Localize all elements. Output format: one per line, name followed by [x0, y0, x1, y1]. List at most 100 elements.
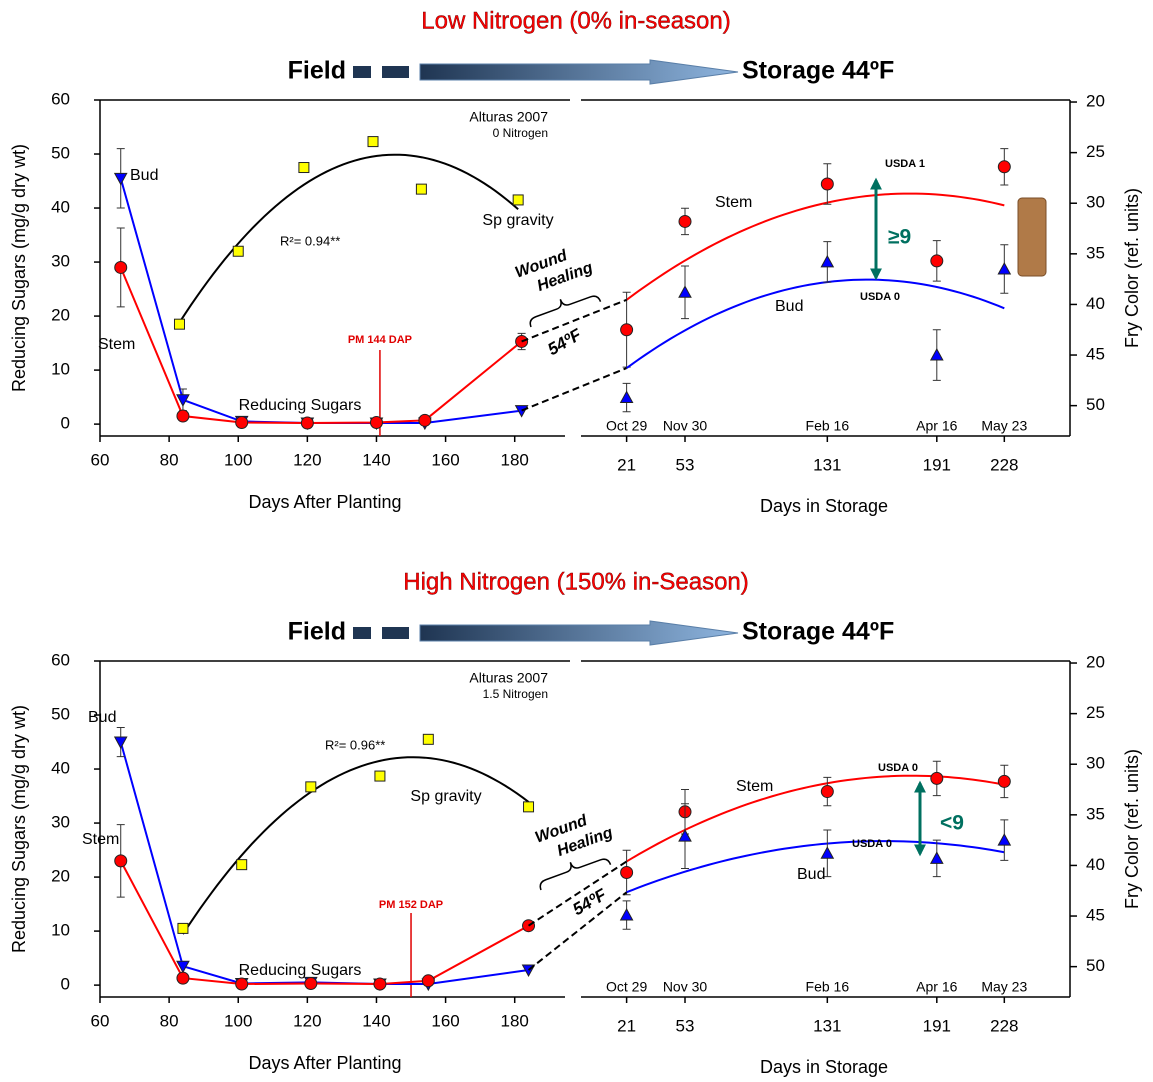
series-label: Stem	[715, 194, 752, 211]
brace	[529, 295, 602, 328]
x-tick-label: 160	[431, 450, 459, 469]
x-tick-label: 60	[91, 1011, 110, 1030]
date-label: May 23	[981, 418, 1027, 434]
field-label: Field	[288, 57, 346, 85]
y-tick-label: 50	[51, 144, 70, 163]
series-line	[119, 741, 529, 986]
x-tick-label: 80	[160, 1011, 179, 1030]
date-label: Apr 16	[916, 979, 957, 995]
brace	[539, 858, 612, 891]
difference-label: <9	[940, 812, 964, 835]
usda-label: USDA 1	[885, 158, 925, 170]
y-tick-label: 0	[61, 975, 70, 994]
date-label: Feb 16	[806, 979, 850, 995]
header-dash	[353, 66, 371, 78]
usda-label: USDA 0	[860, 291, 900, 303]
x-tick-label: 21	[617, 1016, 636, 1035]
data-point	[619, 390, 634, 404]
panel-title: Low Nitrogen (0% in-season)	[421, 7, 730, 34]
x-tick-label: 180	[501, 450, 529, 469]
series-label: Stem	[736, 778, 773, 795]
y-tick-label: 40	[51, 759, 70, 778]
date-label: Feb 16	[806, 418, 850, 434]
x-tick-label: 140	[362, 450, 390, 469]
data-point	[929, 347, 944, 361]
series-label: Sp gravity	[482, 212, 553, 229]
x-tick-label: 200	[570, 450, 598, 469]
temperature-label: 54ºF	[569, 885, 610, 920]
data-point	[820, 846, 835, 859]
x-tick-label: 100	[224, 450, 252, 469]
data-point	[114, 260, 128, 274]
field-label: Field	[288, 618, 346, 646]
curve-label: Reducing Sugars	[239, 397, 362, 414]
x-tick-label: 160	[431, 1011, 459, 1030]
header-dash	[382, 66, 409, 78]
y-tick-label: 60	[51, 89, 70, 108]
y-tick-label: 20	[51, 867, 70, 886]
series-label: Bud	[775, 298, 803, 315]
series-label: Stem	[82, 831, 119, 848]
x-tick-label: 131	[813, 455, 841, 474]
date-label: Nov 30	[663, 418, 708, 434]
x-tick-label: 191	[923, 455, 951, 474]
connector	[521, 367, 627, 412]
y-tick-label: 30	[51, 252, 70, 271]
data-point	[176, 409, 190, 423]
connector	[527, 860, 628, 927]
data-point	[305, 781, 317, 793]
y2-axis-title: Fry Color (ref. units)	[1122, 749, 1142, 909]
x-tick-label: 131	[813, 1016, 841, 1035]
data-point	[678, 214, 692, 228]
data-point	[176, 971, 190, 985]
usda-label: USDA 0	[852, 838, 892, 850]
cultivar-label: Alturas 2007	[469, 670, 548, 686]
y2-tick-label: 30	[1086, 193, 1105, 212]
y2-tick-label: 45	[1086, 345, 1105, 364]
fit-curve	[178, 153, 519, 324]
x-tick-label: 53	[676, 1016, 695, 1035]
treatment-label: 1.5 Nitrogen	[483, 687, 548, 701]
fit-curve	[626, 278, 1005, 369]
data-point	[997, 774, 1011, 788]
data-point	[820, 254, 835, 268]
difference-label: ≥9	[888, 226, 911, 249]
x-tick-label: 120	[293, 450, 321, 469]
data-point	[298, 162, 310, 174]
date-label: Oct 29	[606, 979, 647, 995]
x-axis-title: Days After Planting	[248, 492, 401, 512]
data-point	[997, 160, 1011, 174]
data-point	[997, 261, 1012, 275]
data-point	[678, 829, 692, 842]
x-tick-label: 200	[570, 1011, 598, 1030]
data-point	[300, 416, 314, 430]
y-tick-label: 10	[51, 921, 70, 940]
header-arrow	[419, 59, 739, 85]
temperature-label: 54ºF	[544, 325, 585, 360]
y2-tick-label: 25	[1086, 703, 1105, 722]
y-axis-title: Reducing Sugars (mg/g dry wt)	[9, 705, 29, 953]
series-label: Stem	[98, 336, 135, 353]
data-point	[820, 177, 834, 191]
data-point	[373, 977, 387, 991]
data-point	[620, 323, 634, 337]
data-point	[113, 736, 128, 750]
y2-tick-label: 20	[1086, 653, 1105, 672]
x-tick-label: 60	[91, 450, 110, 469]
data-point	[374, 770, 386, 782]
x-axis-title: Days in Storage	[760, 496, 888, 516]
connector	[527, 891, 628, 971]
y-tick-label: 50	[51, 705, 70, 724]
y-tick-label: 60	[51, 650, 70, 669]
data-point	[523, 801, 535, 813]
x-tick-label: 21	[617, 455, 636, 474]
data-point	[619, 907, 634, 921]
data-point	[678, 285, 692, 298]
data-point	[176, 394, 190, 407]
y2-tick-label: 35	[1086, 804, 1105, 823]
x-tick-label: 80	[160, 450, 179, 469]
data-point	[235, 415, 249, 429]
data-point	[235, 977, 249, 991]
